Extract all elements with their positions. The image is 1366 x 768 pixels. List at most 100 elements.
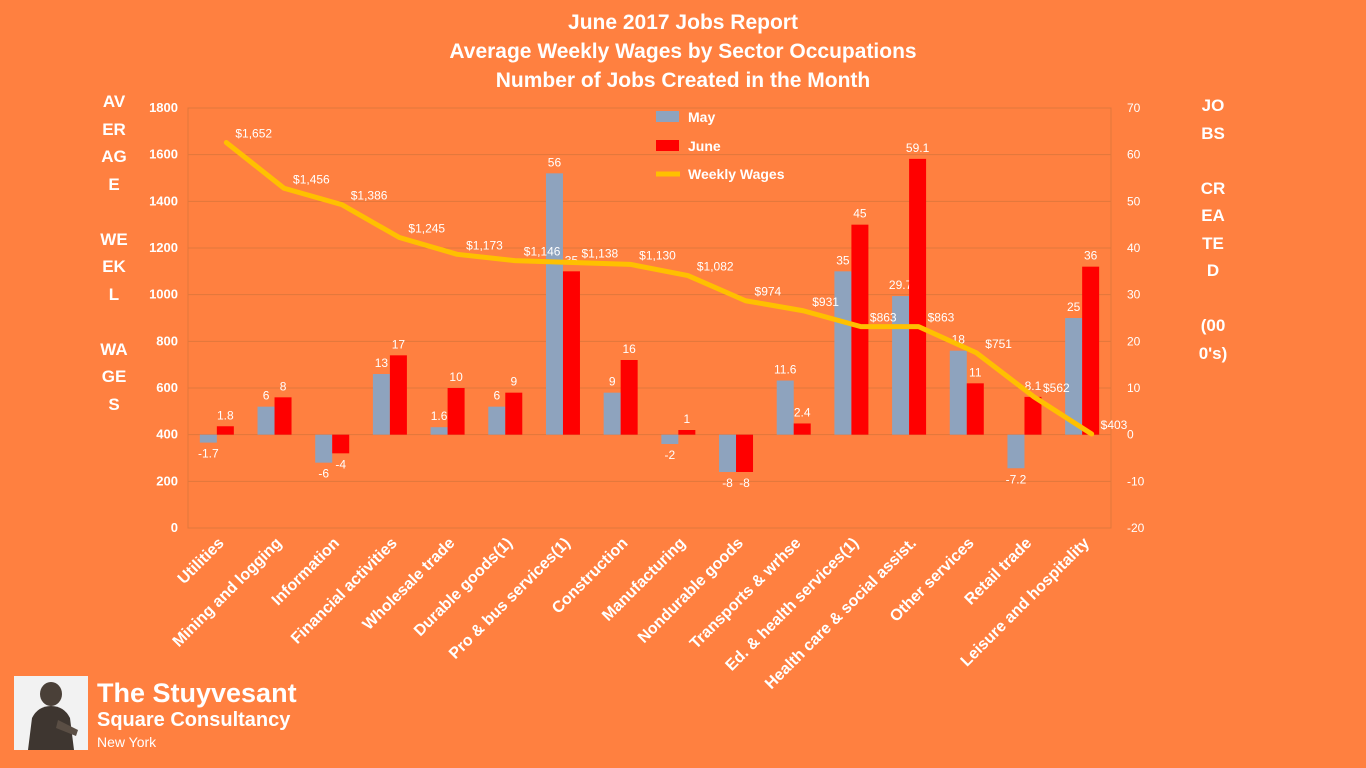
wages-point — [1032, 395, 1036, 399]
bar-june — [1082, 266, 1100, 435]
wages-label: $863 — [870, 311, 897, 325]
wages-label: $1,652 — [235, 127, 272, 141]
wages-label: $1,173 — [466, 238, 503, 252]
bar-may-label: 13 — [375, 356, 389, 370]
weekly-wages-line — [223, 140, 1095, 437]
bar-june-label: 36 — [1084, 249, 1098, 263]
chart-title: June 2017 Jobs Report Average Weekly Wag… — [0, 8, 1366, 95]
left-tick-label: 1000 — [149, 287, 178, 302]
wages-label: $1,386 — [351, 189, 388, 203]
wages-point — [513, 259, 517, 263]
bar-june-label: 45 — [853, 207, 867, 221]
bar-june — [678, 430, 696, 435]
wages-point — [455, 252, 459, 256]
bar-june — [505, 392, 523, 435]
bar-june — [389, 355, 407, 435]
left-tick-label: 1200 — [149, 240, 178, 255]
wages-label: $1,146 — [524, 245, 561, 259]
wages-label: $863 — [928, 311, 955, 325]
left-tick-label: 800 — [156, 333, 178, 348]
bar-june-label: 59.1 — [906, 141, 930, 155]
firm-subtitle: Square Consultancy — [97, 709, 291, 731]
bar-may-label: 6 — [493, 389, 500, 403]
bar-june-label: 2.4 — [794, 405, 811, 419]
bar-june — [620, 360, 638, 435]
bar-may — [1065, 318, 1083, 435]
bar-june-label: 8 — [280, 379, 287, 393]
bar-may-label: -7.2 — [1006, 472, 1027, 486]
bar-may — [834, 271, 852, 435]
left-tick-label: 400 — [156, 427, 178, 442]
right-tick-label: -10 — [1127, 474, 1145, 488]
left-tick-label: 0 — [171, 520, 178, 535]
statue-logo-icon — [14, 676, 88, 750]
right-tick-label: 50 — [1127, 194, 1141, 208]
wages-point — [686, 274, 690, 278]
category-label: Mining and logging — [170, 535, 286, 651]
bar-june — [736, 434, 754, 472]
bar-may-label: 25 — [1067, 300, 1081, 314]
wages-label: $1,082 — [697, 260, 734, 274]
bar-june-label: 17 — [392, 337, 406, 351]
wages-label: $931 — [812, 295, 839, 309]
bar-may — [199, 434, 217, 443]
logo — [14, 676, 88, 750]
wages-label: $1,245 — [408, 222, 445, 236]
wages-label: $1,130 — [639, 248, 676, 262]
bar-june-label: 16 — [622, 342, 636, 356]
bar-may — [545, 173, 563, 435]
legend-label: Weekly Wages — [688, 166, 785, 182]
right-tick-label: 40 — [1127, 241, 1141, 255]
bar-may — [661, 434, 679, 444]
bar-may-label: 56 — [548, 155, 562, 169]
bar-may-label: -1.7 — [198, 447, 219, 461]
firm-city: New York — [97, 734, 157, 750]
bar-may — [892, 296, 910, 435]
bar-may — [488, 406, 506, 435]
wages-point — [628, 262, 632, 266]
bar-june — [274, 397, 292, 435]
category-label: Transports & wrhse — [687, 535, 805, 653]
wages-point — [224, 141, 228, 145]
category-label: Utilities — [175, 535, 228, 588]
category-label: Financial activities — [288, 535, 401, 648]
bar-may — [257, 406, 275, 435]
wages-point — [570, 260, 574, 264]
bar-may-label: 35 — [836, 253, 850, 267]
legend-swatch-june — [656, 140, 679, 151]
bar-may — [776, 380, 794, 435]
bar-may — [372, 374, 390, 435]
right-tick-label: 10 — [1127, 381, 1141, 395]
wages-point — [859, 325, 863, 329]
bar-june-label: -4 — [335, 457, 346, 471]
left-tick-label: 1800 — [149, 100, 178, 115]
right-tick-label: -20 — [1127, 521, 1145, 535]
wages-point — [744, 299, 748, 303]
bar-may-label: -2 — [665, 448, 676, 462]
wages-point — [282, 186, 286, 190]
bar-may — [949, 350, 967, 435]
legend-swatch-may — [656, 111, 679, 122]
left-tick-label: 600 — [156, 380, 178, 395]
category-label: Durable goods(1) — [411, 535, 516, 640]
wages-point — [917, 325, 921, 329]
bar-june — [966, 383, 984, 435]
bar-may — [315, 434, 333, 463]
wages-label: $1,138 — [581, 246, 618, 260]
bar-june-label: 11 — [969, 365, 982, 379]
plot-area — [187, 107, 1112, 529]
bar-may-label: -6 — [318, 467, 329, 481]
bar-may — [1007, 434, 1025, 469]
wages-point — [340, 203, 344, 207]
bar-may-label: 29.7 — [889, 278, 913, 292]
left-tick-label: 1600 — [149, 147, 178, 162]
bar-june — [562, 271, 580, 435]
category-label: Nondurable goods — [635, 535, 747, 647]
right-tick-label: 20 — [1127, 334, 1141, 348]
firm-name: The Stuyvesant — [97, 678, 297, 708]
bar-june — [447, 388, 465, 435]
wages-label: $1,456 — [293, 172, 330, 186]
right-tick-label: 0 — [1127, 428, 1134, 442]
bar-may-label: 11.6 — [774, 363, 797, 377]
wages-point — [974, 351, 978, 355]
